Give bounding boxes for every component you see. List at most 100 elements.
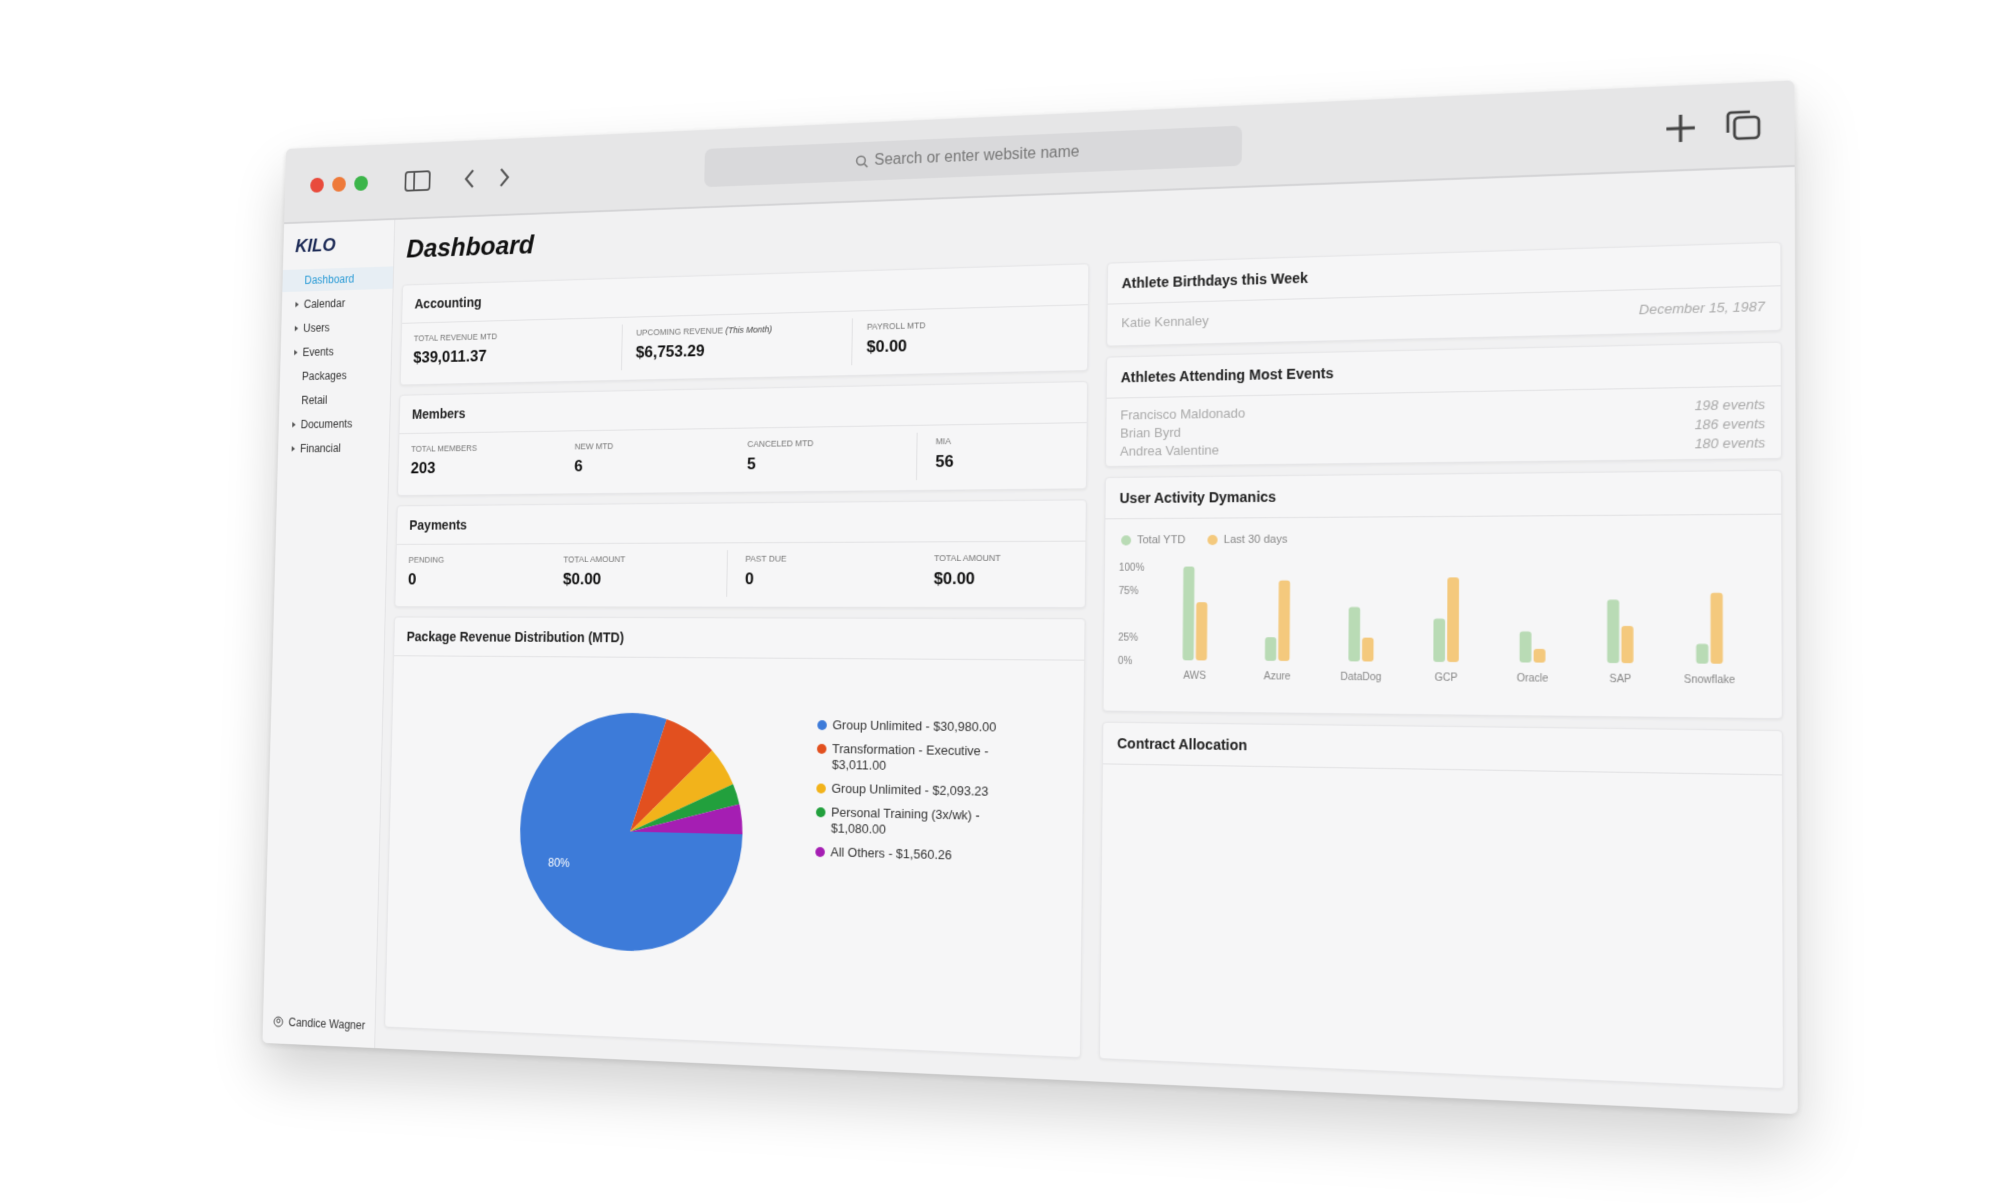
accounting-card: Accounting TOTAL REVENUE MTD $39,011.37 U… bbox=[399, 263, 1090, 386]
legend-label: Personal Training (3x/wk) - $1,080.00 bbox=[830, 804, 980, 837]
payments-card: Payments PENDING 0 TOTAL AMOUNT $0.00 PAST… bbox=[394, 499, 1087, 609]
minimize-button[interactable] bbox=[332, 176, 346, 192]
athlete-name: Brian Byrd bbox=[1120, 424, 1181, 441]
x-tick-label: Oracle bbox=[1517, 672, 1549, 685]
legend-item: All Others - $1,560.26 bbox=[815, 844, 1037, 866]
legend-swatch bbox=[1207, 534, 1218, 546]
contract-card: Contract Allocation bbox=[1098, 721, 1785, 1090]
stat-value: $0.00 bbox=[562, 569, 602, 589]
bar bbox=[1710, 592, 1723, 664]
athlete-name: Katie Kennaley bbox=[1121, 312, 1209, 331]
legend-label: Transformation - Executive - $3,011.00 bbox=[831, 741, 989, 773]
y-tick-label: 0% bbox=[1118, 655, 1133, 667]
stat-value: 0 bbox=[407, 570, 417, 589]
bar bbox=[1433, 618, 1446, 662]
stat-label: TOTAL MEMBERS bbox=[411, 443, 478, 454]
stat-label: PAST DUE bbox=[745, 553, 787, 564]
bar bbox=[1447, 577, 1460, 663]
stat-value: 203 bbox=[410, 458, 436, 478]
address-bar[interactable]: Search or enter website name bbox=[704, 125, 1243, 188]
nav-icons[interactable] bbox=[404, 164, 544, 194]
bar bbox=[1533, 648, 1546, 663]
legend-swatch bbox=[1121, 535, 1132, 546]
event-count: 198 events bbox=[1694, 396, 1766, 414]
search-placeholder: Search or enter website name bbox=[874, 143, 1080, 169]
legend-label: All Others - $1,560.26 bbox=[830, 844, 952, 863]
nav-item[interactable]: Packages bbox=[301, 368, 347, 383]
pie-card: Package Revenue Distribution (MTD) 80% G… bbox=[384, 616, 1086, 1059]
legend-label: Total YTD bbox=[1137, 534, 1186, 547]
stat-label: MIA bbox=[935, 436, 952, 447]
card-title: Accounting bbox=[414, 294, 482, 312]
card-title: Athletes Attending Most Events bbox=[1120, 364, 1334, 386]
x-tick-label: DataDog bbox=[1340, 671, 1381, 683]
card-title: Athlete Birthdays this Week bbox=[1121, 269, 1309, 292]
bar bbox=[1621, 625, 1634, 664]
legend-label: Last 30 days bbox=[1223, 533, 1288, 547]
nav-item[interactable]: Documents bbox=[279, 412, 390, 436]
birth-date: December 15, 1987 bbox=[1638, 298, 1765, 318]
bar-chart: 0% 25% 75% 100% AWS Azure DataDog GCP Oracle SAP S… bbox=[1118, 562, 1735, 686]
bar bbox=[1182, 566, 1195, 661]
card-title: Payments bbox=[409, 517, 468, 533]
stat-note: (This Month) bbox=[725, 324, 773, 336]
stat-label: TOTAL AMOUNT bbox=[563, 554, 626, 565]
main-content: Dashboard Accounting TOTAL REVENUE MTD $3… bbox=[375, 167, 1798, 1114]
stat-label: CANCELED MTD bbox=[747, 438, 814, 449]
user-menu[interactable]: Candice Wagner bbox=[273, 1015, 365, 1032]
stat-label: UPCOMING REVENUE bbox=[636, 325, 724, 338]
athlete-name: Andrea Valentine bbox=[1119, 442, 1220, 459]
stat-value: $6,753.29 bbox=[635, 341, 705, 362]
legend: Total YTD Last 30 days bbox=[1121, 533, 1288, 547]
pie-slice bbox=[517, 711, 745, 955]
birthdays-card: Athlete Birthdays this Week Katie Kennal… bbox=[1106, 241, 1782, 347]
stat-label: PAYROLL MTD bbox=[866, 320, 926, 332]
stat-label: NEW MTD bbox=[574, 441, 614, 452]
stat-value: $0.00 bbox=[866, 336, 908, 357]
legend-item: Group Unlimited - $2,093.23 bbox=[816, 780, 1038, 800]
members-card: Members TOTAL MEMBERS 203 NEW MTD 6 CANCEL… bbox=[397, 381, 1089, 497]
bar bbox=[1195, 602, 1208, 661]
nav-item[interactable]: Calendar bbox=[282, 291, 393, 316]
legend-swatch bbox=[815, 846, 825, 858]
stat-value: $39,011.37 bbox=[413, 346, 487, 367]
window-actions[interactable] bbox=[1662, 107, 1772, 147]
bar bbox=[1348, 607, 1361, 662]
x-tick-label: Azure bbox=[1264, 671, 1291, 683]
sidebar: KILO Dashboard Calendar Users Events Pac… bbox=[262, 219, 396, 1049]
x-tick-label: SAP bbox=[1609, 673, 1631, 686]
nav-item[interactable]: Events bbox=[280, 339, 391, 364]
nav-item[interactable]: Dashboard bbox=[282, 266, 394, 293]
bar bbox=[1607, 599, 1620, 664]
nav-item[interactable]: Users bbox=[281, 315, 392, 340]
close-button[interactable] bbox=[310, 177, 324, 193]
maximize-button[interactable] bbox=[354, 175, 369, 192]
user-name: Candice Wagner bbox=[288, 1015, 366, 1033]
athlete-name: Francisco Maldonado bbox=[1120, 405, 1246, 423]
y-tick-label: 25% bbox=[1118, 632, 1139, 644]
stat-value: $0.00 bbox=[933, 569, 976, 589]
pie-chart: 80% bbox=[517, 711, 745, 955]
slice-label: 80% bbox=[548, 857, 570, 870]
card-title: Members bbox=[411, 405, 466, 422]
stat-value: 5 bbox=[746, 454, 756, 474]
x-tick-label: AWS bbox=[1183, 670, 1206, 682]
stat-label: TOTAL AMOUNT bbox=[934, 553, 1001, 564]
legend-item: Group Unlimited - $30,980.00 bbox=[817, 717, 1039, 736]
nav-item[interactable]: Financial bbox=[278, 436, 389, 460]
nav-item[interactable]: Retail bbox=[301, 393, 328, 407]
event-count: 180 events bbox=[1694, 434, 1766, 452]
legend: Group Unlimited - $30,980.00 Transformati… bbox=[815, 717, 1039, 874]
legend-swatch bbox=[816, 743, 827, 754]
legend-item: Total YTD bbox=[1121, 534, 1185, 546]
legend-swatch bbox=[816, 783, 826, 794]
legend-item: Last 30 days bbox=[1207, 533, 1288, 547]
event-count: 186 events bbox=[1694, 415, 1766, 433]
legend-swatch bbox=[815, 807, 826, 818]
legend-swatch bbox=[817, 720, 827, 731]
stat-value: 0 bbox=[744, 569, 754, 589]
logo: KILO bbox=[295, 235, 336, 257]
legend-label: Group Unlimited - $2,093.23 bbox=[831, 780, 989, 799]
chart-title: User Activity Dymanics bbox=[1119, 488, 1277, 507]
